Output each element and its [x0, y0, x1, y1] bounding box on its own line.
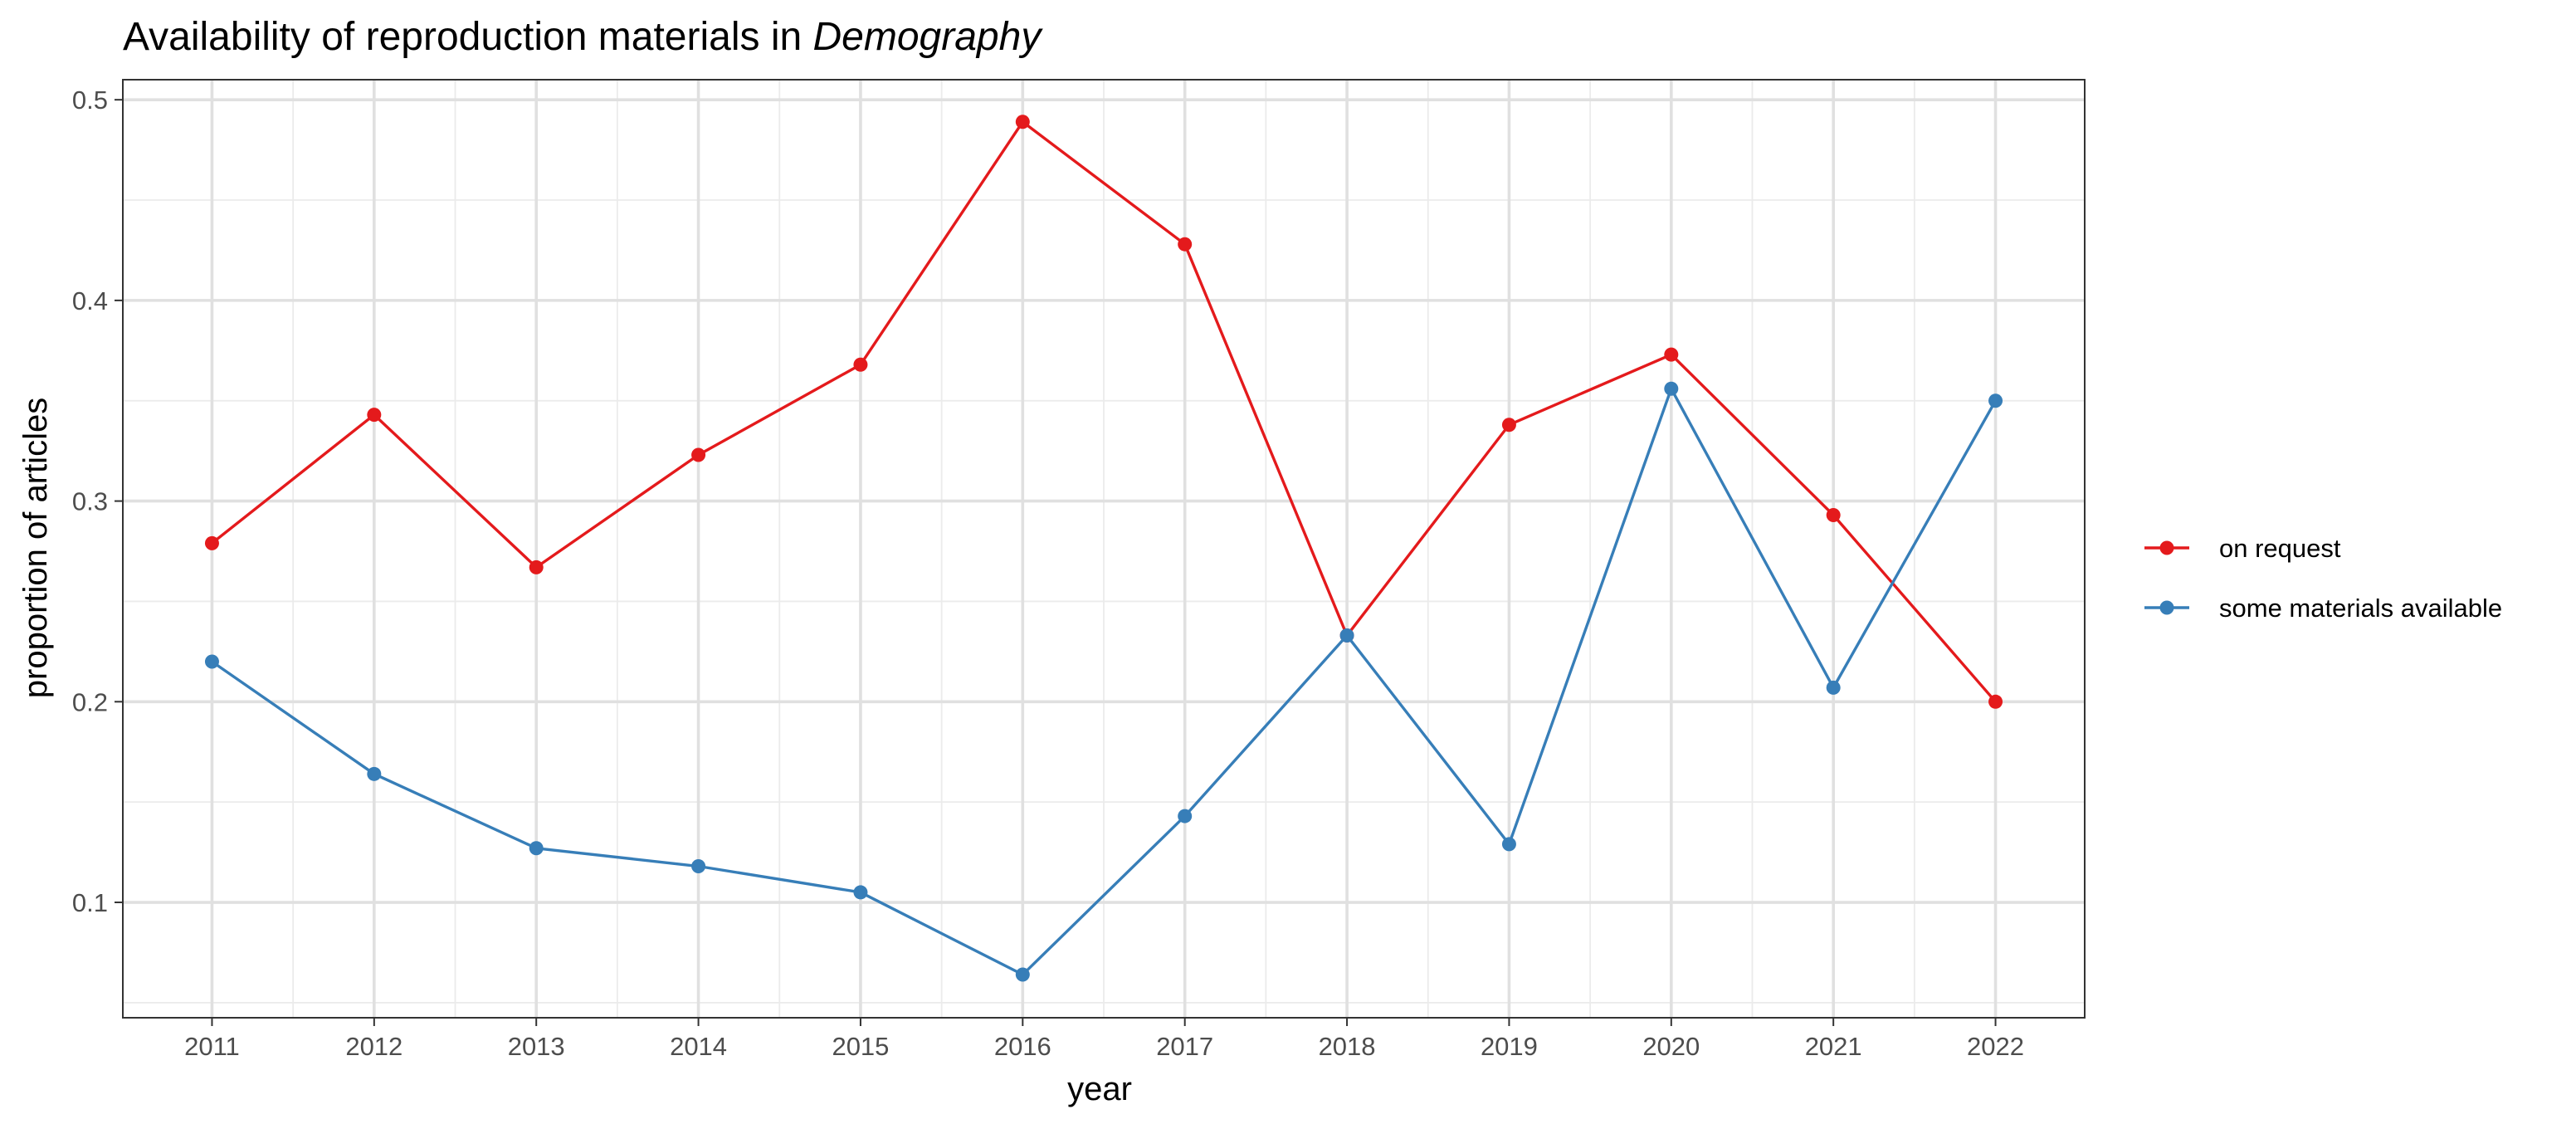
y-tick-label: 0.1 [72, 888, 108, 917]
minor-gridlines [123, 80, 2085, 1018]
series-2-point [1015, 967, 1030, 982]
y-tick-label: 0.3 [72, 487, 108, 516]
major-gridlines [123, 80, 2085, 1018]
series-2-point [1339, 628, 1354, 643]
y-tick-label: 0.4 [72, 286, 108, 315]
series-2-point [529, 841, 544, 856]
series-layer [204, 115, 2003, 982]
x-tick-label: 2019 [1481, 1032, 1538, 1061]
x-tick-label: 2018 [1319, 1032, 1376, 1061]
series-1-point [1664, 347, 1679, 362]
series-2-point [853, 885, 868, 900]
series-1-point [529, 560, 544, 574]
series-1-point [1501, 418, 1516, 432]
y-axis: 0.1 0.2 0.3 0.4 0.5 [72, 86, 123, 917]
chart-title: Availability of reproduction materials i… [123, 15, 1043, 59]
series-2-point [1501, 837, 1516, 852]
y-axis-title: proportion of articles [17, 398, 54, 698]
x-tick-label: 2020 [1642, 1032, 1700, 1061]
x-tick-label: 2012 [345, 1032, 402, 1061]
x-tick-label: 2011 [184, 1032, 240, 1061]
series-2-point [367, 766, 382, 781]
legend-label: on request [2219, 534, 2341, 563]
series-2-point [691, 859, 706, 874]
series-1-line [211, 120, 1997, 703]
series-2-point [1988, 393, 2003, 408]
x-tick-label: 2017 [1156, 1032, 1213, 1061]
x-tick-label: 2015 [832, 1032, 889, 1061]
series-1-point [1988, 694, 2003, 709]
series-2-point [1826, 680, 1841, 695]
x-tick-label: 2022 [1967, 1032, 2024, 1061]
series-1-point [1015, 115, 1030, 130]
chart-title-italic: Demography [813, 15, 1044, 59]
series-1-point [367, 408, 382, 423]
legend: on request some materials available [2144, 534, 2502, 623]
series-1-point [204, 535, 219, 550]
y-tick-label: 0.2 [72, 687, 108, 716]
legend-key-point [2159, 600, 2174, 615]
x-tick-label: 2013 [508, 1032, 565, 1061]
x-axis: 2011 2012 2013 2014 2015 2016 2017 2018 2019 2020… [184, 1018, 2024, 1061]
plot-panel-border [122, 79, 2086, 1019]
series-1-point [1178, 237, 1193, 252]
series-1-point [853, 357, 868, 372]
x-axis-title: year [1067, 1071, 1132, 1107]
x-tick-label: 2021 [1805, 1032, 1862, 1061]
legend-key-point [2159, 540, 2174, 555]
y-tick-label: 0.5 [72, 86, 108, 115]
series-2-point [1664, 381, 1679, 396]
series-1-point [691, 447, 706, 462]
series-2-point [1178, 809, 1193, 823]
series-2-line [211, 387, 1998, 976]
series-2-point [204, 654, 219, 669]
x-tick-label: 2016 [994, 1032, 1051, 1061]
x-tick-label: 2014 [670, 1032, 727, 1061]
series-1-point [1826, 508, 1841, 523]
chart-title-main: Availability of reproduction materials i… [123, 15, 813, 59]
legend-label: some materials available [2219, 594, 2502, 623]
